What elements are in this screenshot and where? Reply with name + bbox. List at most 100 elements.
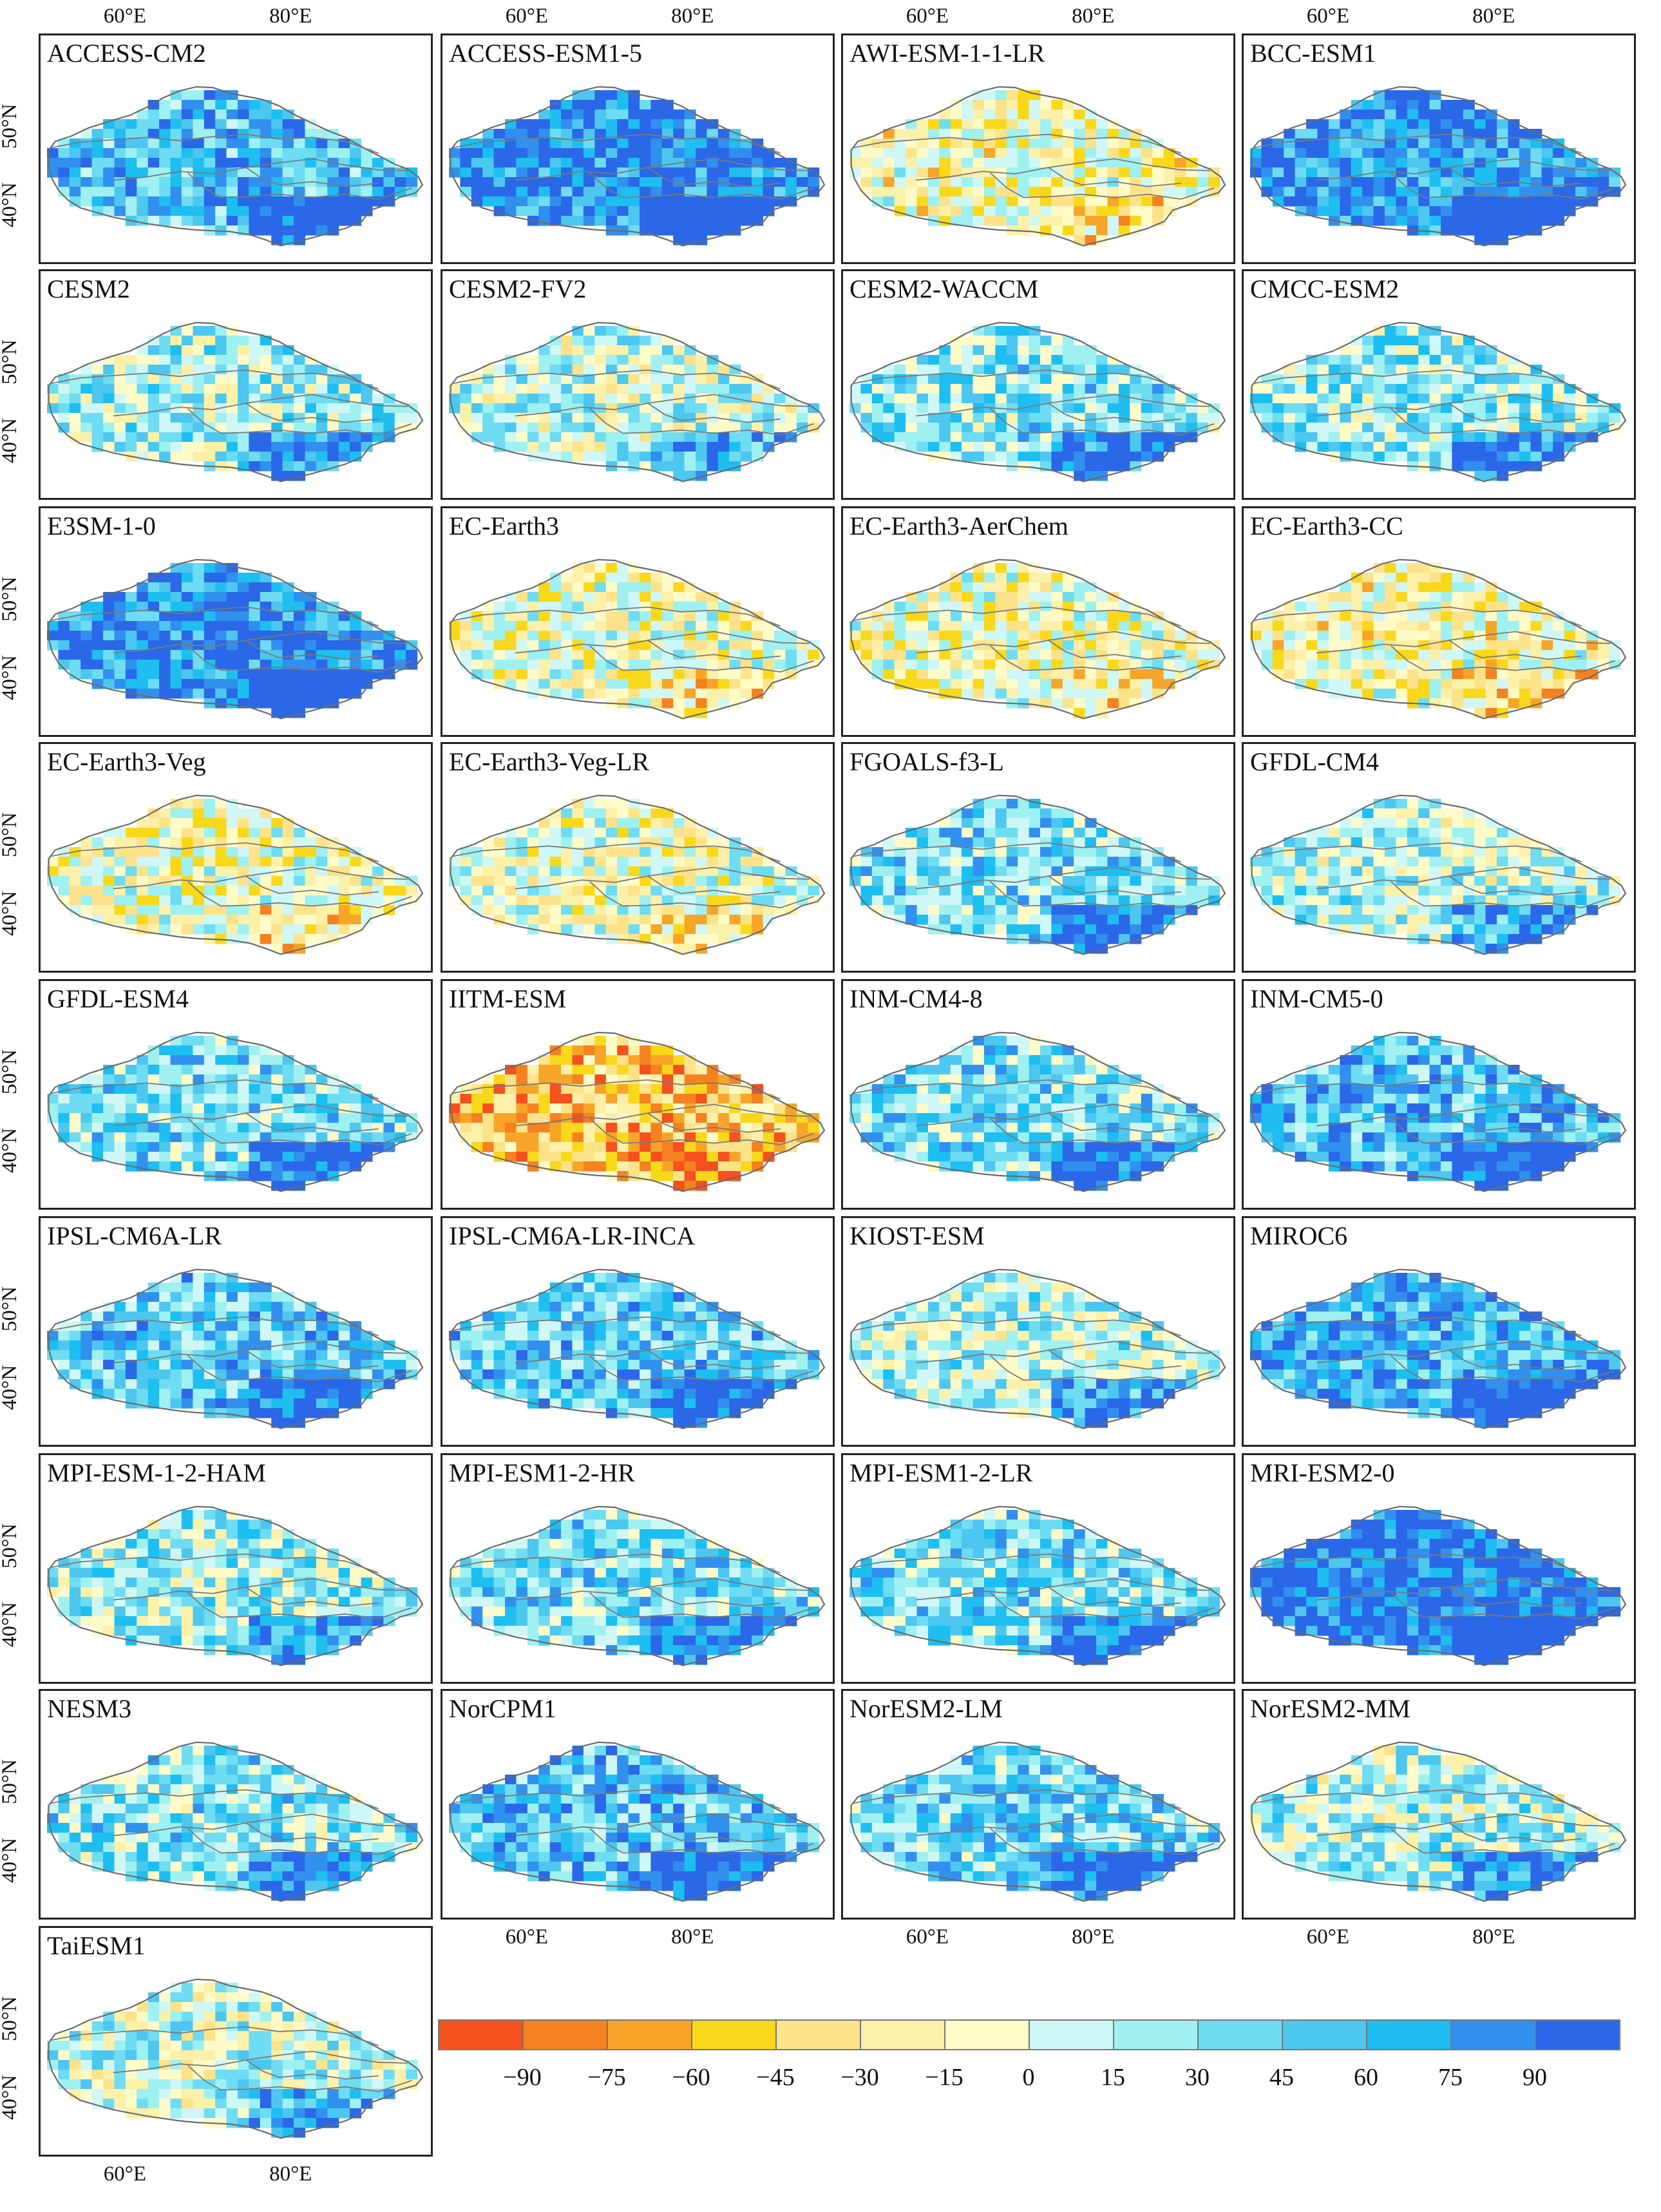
grid-cell (1351, 148, 1363, 158)
grid-cell (916, 158, 929, 168)
grid-cell (361, 650, 373, 660)
grid-cell (1328, 669, 1340, 680)
grid-cell (1051, 216, 1063, 226)
grid-cell (238, 374, 249, 385)
grid-cell (549, 345, 562, 356)
grid-cell (617, 336, 629, 346)
grid-cell (516, 374, 528, 385)
grid-cell (147, 423, 160, 433)
grid-cell (338, 689, 350, 699)
grid-cell (1018, 679, 1030, 689)
grid-cell (1418, 100, 1430, 110)
grid-cell (1261, 640, 1273, 651)
grid-cell (1519, 129, 1531, 139)
grid-cell (1074, 432, 1086, 443)
grid-cell (1508, 442, 1520, 452)
grid-cell (1340, 196, 1352, 207)
grid-cell (394, 403, 406, 414)
grid-cell (1441, 631, 1452, 641)
grid-cell (460, 866, 472, 877)
grid-cell (282, 837, 294, 848)
basin-boundary (51, 842, 379, 863)
grid-cell (1130, 148, 1142, 158)
grid-cell (583, 563, 595, 573)
grid-cell (1186, 413, 1198, 423)
panel-title: CESM2-WACCM (849, 274, 1039, 303)
grid-cell (1362, 573, 1374, 583)
grid-cell (482, 365, 495, 375)
grid-cell (137, 895, 149, 906)
grid-cell (950, 187, 962, 197)
grid-cell (1351, 423, 1363, 433)
grid-cell (1396, 432, 1408, 443)
grid-cell (1452, 582, 1464, 593)
grid-cell (406, 886, 418, 896)
grid-cell (527, 129, 539, 139)
grid-cell (1485, 196, 1497, 207)
grid-cell (661, 866, 674, 877)
grid-cell (696, 640, 708, 651)
grid-cell (1362, 216, 1374, 226)
grid-cell (673, 129, 685, 139)
grid-cell (406, 413, 418, 423)
grid-cell (516, 423, 528, 433)
grid-cell (661, 158, 674, 168)
grid-cell (516, 148, 528, 158)
grid-cell (159, 808, 171, 819)
grid-cell (482, 905, 495, 915)
grid-cell (1018, 432, 1030, 443)
grid-cell (91, 621, 104, 631)
grid-cell (204, 573, 216, 583)
grid-cell (1306, 442, 1318, 452)
grid-cell (1553, 660, 1565, 670)
grid-cell (238, 582, 249, 593)
grid-cell (1452, 336, 1464, 346)
grid-cell (594, 602, 607, 612)
grid-cell (215, 818, 227, 828)
region-outline (48, 321, 424, 482)
grid-cell (204, 355, 216, 365)
grid-cell (572, 423, 584, 433)
grid-cell (1519, 650, 1531, 660)
grid-cell (549, 915, 562, 925)
grid-cell (1485, 592, 1497, 602)
grid-cell (950, 689, 962, 699)
grid-cell (383, 196, 395, 207)
grid-cell (939, 216, 951, 226)
grid-cell (527, 895, 539, 906)
grid-cell (1306, 365, 1318, 375)
grid-cell (327, 915, 339, 925)
grid-cell (696, 374, 708, 385)
grid-cell (628, 413, 640, 423)
grid-cell (696, 944, 708, 954)
grid-cell (860, 148, 873, 158)
grid-cell (583, 799, 595, 809)
grid-cell (249, 336, 261, 346)
grid-cell (460, 631, 472, 641)
grid-cell (1152, 660, 1164, 670)
grid-cell (995, 216, 1007, 226)
grid-cell (294, 611, 306, 622)
grid-cell (894, 365, 906, 375)
grid-cell (238, 837, 249, 848)
grid-cell (774, 413, 786, 423)
grid-cell (684, 660, 696, 670)
grid-cell (114, 187, 126, 197)
grid-cell (260, 119, 272, 129)
grid-cell (1118, 374, 1130, 385)
grid-cell (204, 413, 216, 423)
grid-cell (927, 660, 940, 670)
grid-cell (661, 660, 674, 670)
grid-cell (1340, 177, 1352, 187)
grid-cell (1029, 394, 1041, 404)
grid-cell (91, 886, 104, 896)
grid-cell (81, 384, 93, 394)
grid-cell (717, 403, 730, 414)
grid-cell (916, 423, 929, 433)
grid-cell (583, 158, 595, 168)
grid-cell (58, 177, 70, 187)
grid-cell (81, 669, 93, 680)
grid-cell (707, 138, 719, 149)
grid-cell (147, 650, 160, 660)
grid-cell (1152, 158, 1164, 168)
